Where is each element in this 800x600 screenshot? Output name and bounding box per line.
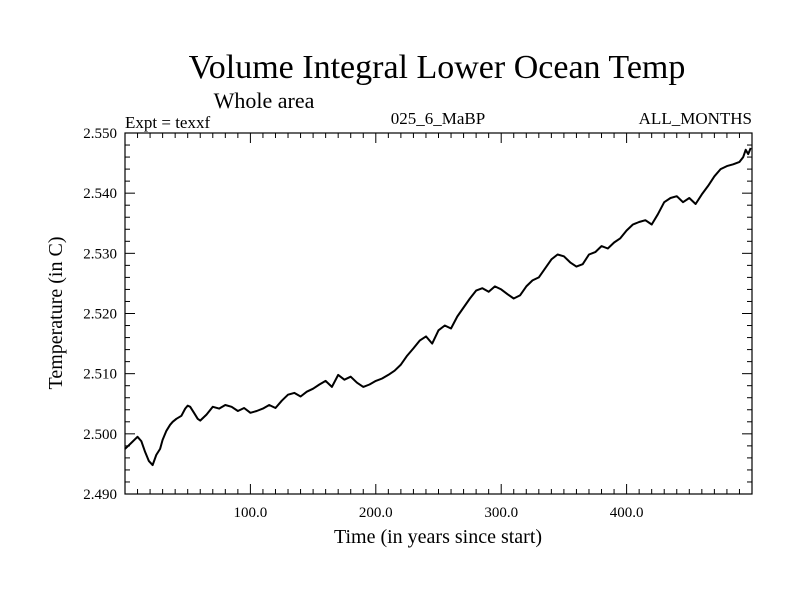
header-right: ALL_MONTHS — [639, 109, 752, 128]
x-axis-ticks: 100.0 200.0 300.0 400.0 — [137, 133, 740, 521]
y-tick-label: 2.510 — [83, 367, 117, 383]
x-tick-label: 200.0 — [359, 505, 393, 521]
y-tick-label: 2.530 — [83, 246, 117, 262]
header-center: 025_6_MaBP — [391, 109, 485, 128]
x-tick-label: 300.0 — [484, 505, 518, 521]
x-tick-label: 400.0 — [610, 505, 644, 521]
x-tick-label: 100.0 — [234, 505, 268, 521]
plot-frame — [124, 132, 753, 495]
y-tick-label: 2.490 — [83, 487, 117, 503]
y-axis-ticks: 2.490 2.500 2.510 2.520 2.530 2.540 2.550 — [83, 126, 752, 503]
y-tick-label: 2.520 — [83, 307, 117, 323]
y-axis-label: Temperature (in C) — [45, 237, 67, 390]
header-left: Expt = texxf — [125, 113, 210, 132]
x-axis-label: Time (in years since start) — [334, 526, 542, 548]
y-tick-label: 2.500 — [83, 427, 117, 443]
series-line-texxf — [124, 147, 752, 467]
chart-title: Volume Integral Lower Ocean Temp — [189, 49, 686, 86]
y-tick-label: 2.540 — [83, 186, 117, 202]
plot-area: 100.0 200.0 300.0 400.0 2.490 2.500 2.510 2.52… — [83, 126, 753, 521]
chart-subtitle: Whole area — [214, 88, 315, 113]
y-tick-label: 2.550 — [83, 126, 117, 142]
